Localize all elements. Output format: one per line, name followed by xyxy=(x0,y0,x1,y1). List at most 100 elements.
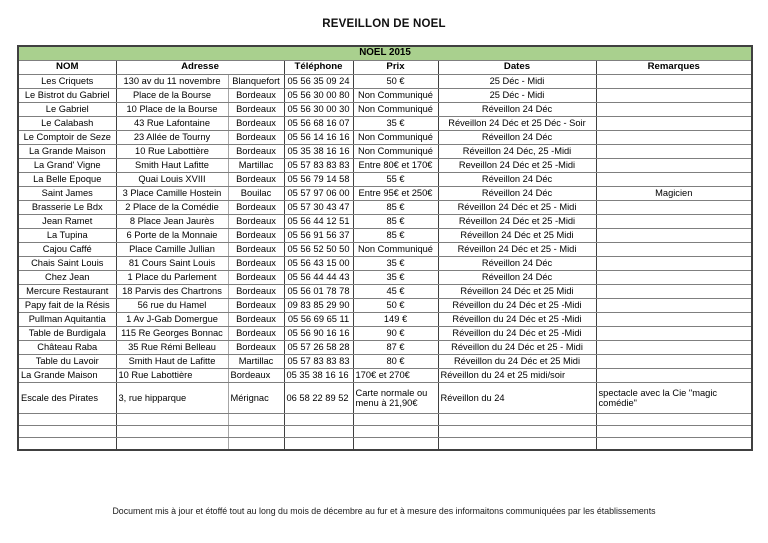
cell-ville xyxy=(227,425,285,438)
cell-tel: 05 56 44 12 51 xyxy=(283,214,354,229)
cell-dates: Réveillon du 24 Déc et 25 -Midi xyxy=(437,298,597,313)
reveillon-table-container: NOEL 2015 NOM Adresse Téléphone Prix Dat… xyxy=(17,45,754,451)
table-row: La Tupina 6 Porte de la Monnaie Bordeaux 05… xyxy=(17,228,753,243)
cell-rem xyxy=(595,298,753,313)
table-row: Le Bistrot du Gabriel Place de la Bourse B… xyxy=(17,88,753,103)
cell-tel xyxy=(283,413,354,426)
table-row xyxy=(17,425,753,438)
cell-tel: 05 56 01 78 78 xyxy=(283,284,354,299)
header-nom: NOM xyxy=(17,60,117,75)
cell-dates: Réveillon du 24 Déc et 25 -Midi xyxy=(437,312,597,327)
cell-nom: Chais Saint Louis xyxy=(17,256,117,271)
cell-dates: 25 Déc - Midi xyxy=(437,88,597,103)
cell-dates: Reveillon 24 Déc et 25 -Midi xyxy=(437,158,597,173)
cell-adresse: 1 Av J-Gab Domergue xyxy=(115,312,229,327)
cell-rem xyxy=(595,200,753,215)
cell-nom: La Grand' Vigne xyxy=(17,158,117,173)
cell-prix xyxy=(352,425,439,438)
cell-prix xyxy=(352,413,439,426)
table-row: Mercure Restaurant 18 Parvis des Chartron… xyxy=(17,284,753,299)
cell-tel: 06 58 22 89 52 xyxy=(283,382,354,414)
cell-ville: Bordeaux xyxy=(227,242,285,257)
cell-adresse xyxy=(115,425,229,438)
cell-adresse: 1 Place du Parlement xyxy=(115,270,229,285)
cell-dates xyxy=(437,437,597,451)
cell-dates xyxy=(437,425,597,438)
cell-nom: Jean Ramet xyxy=(17,214,117,229)
cell-tel: 05 57 83 83 83 xyxy=(283,158,354,173)
cell-tel xyxy=(283,425,354,438)
cell-adresse: 10 Place de la Bourse xyxy=(115,102,229,117)
cell-nom: La Grande Maison xyxy=(17,368,117,383)
cell-prix: Non Communiqué xyxy=(352,144,439,159)
cell-dates xyxy=(437,413,597,426)
cell-adresse: 3, rue hipparque xyxy=(115,382,229,414)
cell-ville: Bordeaux xyxy=(227,144,285,159)
cell-nom: Table du Lavoir xyxy=(17,354,117,369)
cell-rem xyxy=(595,130,753,145)
cell-ville: Bordeaux xyxy=(227,326,285,341)
cell-adresse: 10 Rue Labottière xyxy=(115,144,229,159)
cell-rem xyxy=(595,270,753,285)
cell-prix: Entre 95€ et 250€ xyxy=(352,186,439,201)
cell-rem xyxy=(595,312,753,327)
cell-dates: Réveillon 24 Déc xyxy=(437,256,597,271)
table-row: Saint James 3 Place Camille Hostein Bouila… xyxy=(17,186,753,201)
cell-tel: 05 56 79 14 58 xyxy=(283,172,354,187)
cell-tel: 05 56 44 44 43 xyxy=(283,270,354,285)
cell-prix: 45 € xyxy=(352,284,439,299)
cell-nom: Château Raba xyxy=(17,340,117,355)
cell-ville: Bordeaux xyxy=(227,368,285,383)
cell-tel: 05 57 30 43 47 xyxy=(283,200,354,215)
cell-dates: Réveillon 24 Déc et 25 Midi xyxy=(437,284,597,299)
cell-nom xyxy=(17,437,117,451)
cell-rem xyxy=(595,144,753,159)
cell-nom: Saint James xyxy=(17,186,117,201)
cell-adresse: 23 Allée de Tourny xyxy=(115,130,229,145)
table-row: Cajou Caffé Place Camille Jullian Bordeaux… xyxy=(17,242,753,257)
cell-dates: Réveillon 24 Déc xyxy=(437,130,597,145)
cell-nom xyxy=(17,413,117,426)
cell-nom: Escale des Pirates xyxy=(17,382,117,414)
header-row: NOM Adresse Téléphone Prix Dates Remarqu… xyxy=(17,60,753,75)
cell-ville: Bordeaux xyxy=(227,214,285,229)
cell-tel: 05 35 38 16 16 xyxy=(283,144,354,159)
cell-tel: 05 35 38 16 16 xyxy=(283,368,354,383)
cell-adresse: Quai Louis XVIII xyxy=(115,172,229,187)
table-row: Jean Ramet 8 Place Jean Jaurès Bordeaux 05 … xyxy=(17,214,753,229)
table-row: Le Comptoir de Seze 23 Allée de Tourny Bor… xyxy=(17,130,753,145)
cell-dates: Réveillon du 24 Déc et 25 - Midi xyxy=(437,340,597,355)
cell-adresse: 35 Rue Rémi Belleau xyxy=(115,340,229,355)
cell-prix: Non Communiqué xyxy=(352,130,439,145)
table-row: Chez Jean 1 Place du Parlement Bordeaux 05 … xyxy=(17,270,753,285)
cell-dates: Réveillon du 24 et 25 midi/soir xyxy=(437,368,597,383)
header-adresse: Adresse xyxy=(115,60,285,75)
cell-tel: 05 56 90 16 16 xyxy=(283,326,354,341)
cell-ville: Bordeaux xyxy=(227,228,285,243)
cell-nom: Papy fait de la Résis xyxy=(17,298,117,313)
cell-prix: Entre 80€ et 170€ xyxy=(352,158,439,173)
cell-nom: Le Bistrot du Gabriel xyxy=(17,88,117,103)
table-body: Les Criquets 130 av du 11 novembre Blanque… xyxy=(17,74,753,451)
cell-ville: Bordeaux xyxy=(227,116,285,131)
cell-rem xyxy=(595,437,753,451)
cell-prix xyxy=(352,437,439,451)
cell-rem xyxy=(595,284,753,299)
cell-dates: 25 Déc - Midi xyxy=(437,74,597,89)
table-row: La Grande Maison 10 Rue Labottière Bordeau… xyxy=(17,144,753,159)
cell-nom: Le Calabash xyxy=(17,116,117,131)
cell-prix: 35 € xyxy=(352,116,439,131)
table-row: Escale des Pirates 3, rue hipparque Mérign… xyxy=(17,382,753,414)
cell-rem xyxy=(595,354,753,369)
table-row: Les Criquets 130 av du 11 novembre Blanque… xyxy=(17,74,753,89)
table-row: Chais Saint Louis 81 Cours Saint Louis Bor… xyxy=(17,256,753,271)
cell-rem: Magicien xyxy=(595,186,753,201)
cell-tel: 05 56 43 15 00 xyxy=(283,256,354,271)
cell-prix: 35 € xyxy=(352,270,439,285)
cell-dates: Réveillon 24 Déc xyxy=(437,102,597,117)
cell-tel: 09 83 85 29 90 xyxy=(283,298,354,313)
table-row: Le Gabriel 10 Place de la Bourse Bordeaux 0… xyxy=(17,102,753,117)
cell-prix: 87 € xyxy=(352,340,439,355)
cell-prix: 50 € xyxy=(352,298,439,313)
